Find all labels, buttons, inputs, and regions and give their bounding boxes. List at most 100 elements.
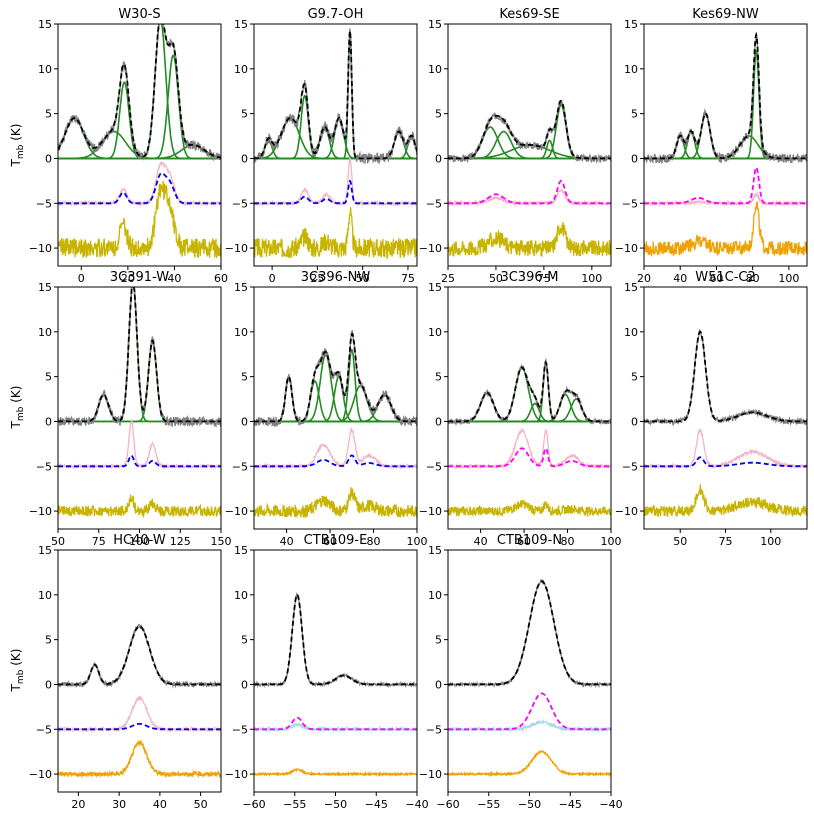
y-axis-label-row-1: Tmb (K) <box>9 124 26 168</box>
model-fit <box>448 99 611 160</box>
y-tick-label: 0 <box>435 152 442 165</box>
model-fit <box>644 330 807 423</box>
x-tick-label: 100 <box>581 272 602 285</box>
y-tick-label: −10 <box>225 768 248 781</box>
y-tick-label: 0 <box>631 415 638 428</box>
y-tick-label: 10 <box>38 326 52 339</box>
y-tick-label: 10 <box>428 589 442 602</box>
y-tick-label: −10 <box>615 242 638 255</box>
y-tick-label: −10 <box>225 242 248 255</box>
plot-area <box>254 591 417 778</box>
x-tick-label: 20 <box>637 272 651 285</box>
axes-frame <box>57 549 222 793</box>
panel-title: G9.7-OH <box>308 7 364 22</box>
y-tick-label: 15 <box>38 281 52 294</box>
x-tick-label: 60 <box>709 272 723 285</box>
plot-area <box>58 623 221 779</box>
secondary-model <box>448 180 611 205</box>
axes-frame <box>253 549 418 793</box>
tertiary-spectrum <box>448 499 611 518</box>
plot-area <box>448 578 611 778</box>
y-tick-label: 0 <box>45 152 52 165</box>
x-tick-label: −45 <box>365 798 388 811</box>
panel-title: 3C391-W <box>110 270 169 285</box>
plot-area <box>58 287 221 519</box>
x-tick-label: −40 <box>599 798 622 811</box>
y-tick-label: −5 <box>232 197 248 210</box>
secondary-model <box>448 692 611 731</box>
gaussian-component-3 <box>58 24 221 160</box>
secondary-model <box>58 172 221 205</box>
axes-frame <box>57 286 222 530</box>
panel-title: Kes69-SE <box>499 7 559 22</box>
secondary-model <box>448 447 611 468</box>
tertiary-spectrum <box>58 180 221 259</box>
y-tick-label: 5 <box>241 108 248 121</box>
x-tick-label: 40 <box>167 272 181 285</box>
model-fit <box>58 625 221 686</box>
y-tick-label: 0 <box>241 678 248 691</box>
observed-spectrum <box>58 623 221 689</box>
observed-spectrum <box>644 33 807 165</box>
x-tick-label: 40 <box>280 535 294 548</box>
plot-area <box>448 357 611 518</box>
model-fit <box>644 31 807 160</box>
y-tick-label: 5 <box>241 371 248 384</box>
y-tick-label: −10 <box>419 505 442 518</box>
y-tick-label: 15 <box>428 544 442 557</box>
x-tick-label: 50 <box>194 798 208 811</box>
gaussian-component-3 <box>254 375 417 423</box>
secondary-spectrum <box>254 427 417 471</box>
x-tick-label: 75 <box>401 272 415 285</box>
model-fit <box>58 287 221 423</box>
plot-area <box>644 31 807 258</box>
plot-area <box>448 99 611 258</box>
y-tick-label: −10 <box>225 505 248 518</box>
y-tick-label: 5 <box>435 371 442 384</box>
gaussian-component-4 <box>58 54 221 160</box>
observed-spectrum <box>254 591 417 689</box>
axes-frame <box>447 23 612 267</box>
x-tick-label: 20 <box>71 798 85 811</box>
x-tick-label: −50 <box>324 798 347 811</box>
y-tick-label: 10 <box>428 63 442 76</box>
x-tick-label: 50 <box>673 535 687 548</box>
observed-spectrum <box>448 578 611 689</box>
panel-title: 3C396-M <box>500 270 558 285</box>
y-tick-label: −5 <box>36 723 52 736</box>
panel-ctb109-n: CTB109-N151050−5−10−60−55−50−45−40veloci… <box>419 533 623 811</box>
y-tick-label: −5 <box>426 723 442 736</box>
panel-ctb109-e: CTB109-E151050−5−10−60−55−50−45−40veloci… <box>225 533 429 811</box>
tertiary-spectrum <box>254 768 417 778</box>
tertiary-spectrum <box>254 206 417 261</box>
secondary-model <box>644 166 807 205</box>
y-tick-label: 0 <box>241 152 248 165</box>
x-tick-label: 25 <box>441 272 455 285</box>
secondary-spectrum <box>58 695 221 734</box>
axes-frame <box>643 23 808 267</box>
y-tick-label: 5 <box>631 371 638 384</box>
x-tick-label: 20 <box>121 272 135 285</box>
secondary-spectrum <box>448 427 611 470</box>
y-tick-label: 5 <box>631 108 638 121</box>
y-tick-label: 10 <box>234 63 248 76</box>
y-tick-label: 10 <box>624 326 638 339</box>
y-tick-label: 10 <box>624 63 638 76</box>
panel-title: W30-S <box>118 7 160 22</box>
x-tick-label: 50 <box>356 272 370 285</box>
y-tick-label: 15 <box>234 18 248 31</box>
secondary-model <box>58 723 221 731</box>
x-tick-label: 60 <box>214 272 228 285</box>
x-tick-label: 0 <box>269 272 276 285</box>
gaussian-component-4 <box>644 49 807 160</box>
observed-spectrum <box>448 99 611 165</box>
observed-spectrum <box>58 287 221 428</box>
y-tick-label: 10 <box>38 589 52 602</box>
y-tick-label: −10 <box>419 242 442 255</box>
y-tick-label: 5 <box>241 634 248 647</box>
